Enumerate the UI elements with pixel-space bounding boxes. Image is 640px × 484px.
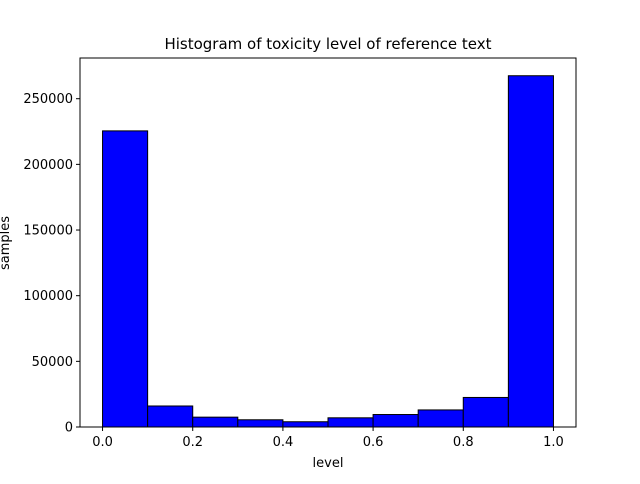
x-tick-label-0: 0.0: [92, 435, 113, 450]
y-tick-label-5: 250000: [23, 92, 73, 107]
histogram-bar-3: [237, 419, 284, 428]
y-tick-label-4: 200000: [23, 158, 73, 173]
histogram-bar-8: [462, 396, 509, 428]
x-tick-label-1: 0.2: [182, 435, 203, 450]
histogram-bar-0: [102, 130, 149, 428]
axes-layer: 0.0 0.2 0.4 0.6 0.8 1.0 0 50000 100000 150000 2000…: [23, 57, 577, 450]
histogram-bar-2: [192, 416, 239, 428]
histogram-bar-4: [282, 421, 329, 428]
plot-frame: [79, 57, 577, 428]
x-tick-label-2: 0.4: [273, 435, 294, 450]
y-tick-label-2: 100000: [23, 289, 73, 304]
histogram-bar-5: [327, 417, 374, 428]
x-tick-label-5: 1.0: [543, 435, 564, 450]
y-tick-label-1: 50000: [32, 355, 73, 370]
histogram-bar-9: [507, 75, 554, 428]
histogram-bar-1: [147, 405, 194, 428]
histogram-bar-6: [372, 414, 419, 428]
y-tick-label-3: 150000: [23, 224, 73, 239]
chart-title: Histogram of toxicity level of reference…: [164, 35, 491, 53]
histogram-bar-7: [417, 409, 464, 428]
bars-layer: [102, 75, 554, 428]
x-tick-label-4: 0.8: [453, 435, 474, 450]
x-axis-label: level: [313, 456, 344, 471]
y-tick-label-0: 0: [65, 421, 73, 436]
y-axis-label: samples: [0, 216, 13, 270]
x-tick-label-3: 0.6: [363, 435, 384, 450]
